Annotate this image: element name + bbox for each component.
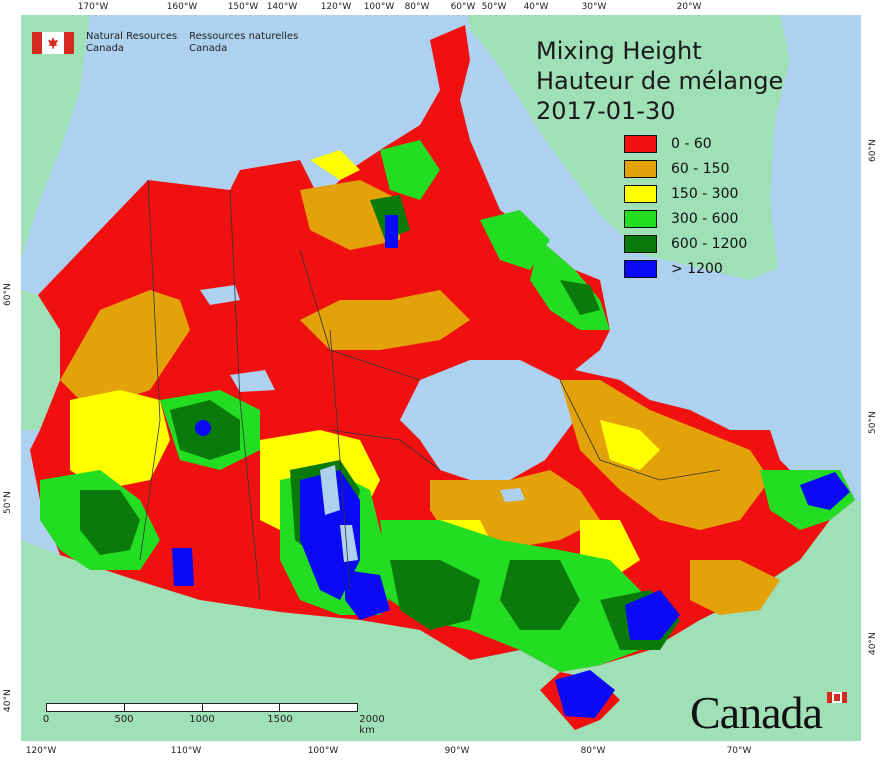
agency-name-fr-2: Canada xyxy=(189,43,228,54)
tick-top-160w: 160°W xyxy=(166,2,198,12)
legend: 0 - 60 60 - 150 150 - 300 300 - 600 600 … xyxy=(624,131,747,281)
legend-swatch xyxy=(624,259,657,278)
legend-label: 300 - 600 xyxy=(671,210,739,227)
tick-top-80w: 80°W xyxy=(404,2,430,12)
legend-label: 0 - 60 xyxy=(671,135,712,152)
scale-label: 500 xyxy=(114,714,134,725)
tick-bottom-110w: 110°W xyxy=(170,746,202,756)
title-english: Mixing Height xyxy=(536,37,702,65)
tick-right-60n: 60°N xyxy=(868,139,878,162)
agency-name-en-2: Canada xyxy=(86,43,125,54)
canada-wordmark: Canada xyxy=(690,686,847,739)
legend-swatch xyxy=(624,159,657,178)
legend-item: 300 - 600 xyxy=(624,206,747,231)
province-borders xyxy=(139,179,721,601)
legend-item: > 1200 xyxy=(624,256,747,281)
wordmark-flag-icon xyxy=(827,692,847,703)
tick-top-120w: 120°W xyxy=(320,2,352,12)
tick-left-60n: 60°N xyxy=(3,283,13,306)
legend-swatch xyxy=(624,184,657,203)
zone-60-150 xyxy=(60,180,780,615)
legend-swatch xyxy=(624,234,657,253)
tick-top-20w: 20°W xyxy=(676,2,702,12)
scale-bar: 0 500 1000 1500 2000 km xyxy=(42,703,385,736)
tick-left-40n: 40°N xyxy=(3,689,13,712)
agency-name-en-1: Natural Resources xyxy=(86,31,178,42)
title-date: 2017-01-30 xyxy=(536,97,676,125)
scale-label: 1000 xyxy=(189,714,215,725)
tick-right-40n: 40°N xyxy=(868,632,878,655)
legend-item: 600 - 1200 xyxy=(624,231,747,256)
zone-over-1200 xyxy=(172,215,850,718)
legend-swatch xyxy=(624,209,657,228)
tick-top-150w: 150°W xyxy=(227,2,259,12)
legend-label: 600 - 1200 xyxy=(671,235,748,252)
scale-label: 2000 km xyxy=(359,714,385,736)
agency-name-fr-1: Ressources naturelles xyxy=(189,31,299,42)
hudson-bay xyxy=(400,360,575,480)
tick-top-60w: 60°W xyxy=(450,2,476,12)
tick-bottom-120w: 120°W xyxy=(25,746,57,756)
tick-bottom-100w: 100°W xyxy=(307,746,339,756)
tick-bottom-90w: 90°W xyxy=(444,746,470,756)
legend-item: 150 - 300 xyxy=(624,181,747,206)
agency-signature: Natural Resources Canada Ressources natu… xyxy=(32,31,298,55)
title-french: Hauteur de mélange xyxy=(536,67,784,95)
mixing-height-map xyxy=(21,15,861,741)
tick-top-40w: 40°W xyxy=(523,2,549,12)
legend-label: 60 - 150 xyxy=(671,160,730,177)
tick-top-170w: 170°W xyxy=(77,2,109,12)
legend-swatch xyxy=(624,134,657,153)
tick-right-50n: 50°N xyxy=(868,411,878,434)
legend-label: 150 - 300 xyxy=(671,185,739,202)
lakes xyxy=(200,285,525,562)
legend-label: > 1200 xyxy=(671,260,723,277)
scale-label: 1500 xyxy=(267,714,293,725)
scale-label: 0 xyxy=(42,714,50,725)
wordmark-text: Canada xyxy=(690,687,823,738)
tick-top-140w: 140°W xyxy=(266,2,298,12)
canada-flag-icon xyxy=(32,32,74,54)
tick-top-100w: 100°W xyxy=(363,2,395,12)
legend-item: 60 - 150 xyxy=(624,156,747,181)
tick-top-50w: 50°W xyxy=(481,2,507,12)
map-title: Mixing Height Hauteur de mélange 2017-01… xyxy=(536,36,783,126)
legend-item: 0 - 60 xyxy=(624,131,747,156)
tick-left-50n: 50°N xyxy=(3,491,13,514)
tick-bottom-80w: 80°W xyxy=(580,746,606,756)
tick-bottom-70w: 70°W xyxy=(726,746,752,756)
tick-top-30w: 30°W xyxy=(581,2,607,12)
